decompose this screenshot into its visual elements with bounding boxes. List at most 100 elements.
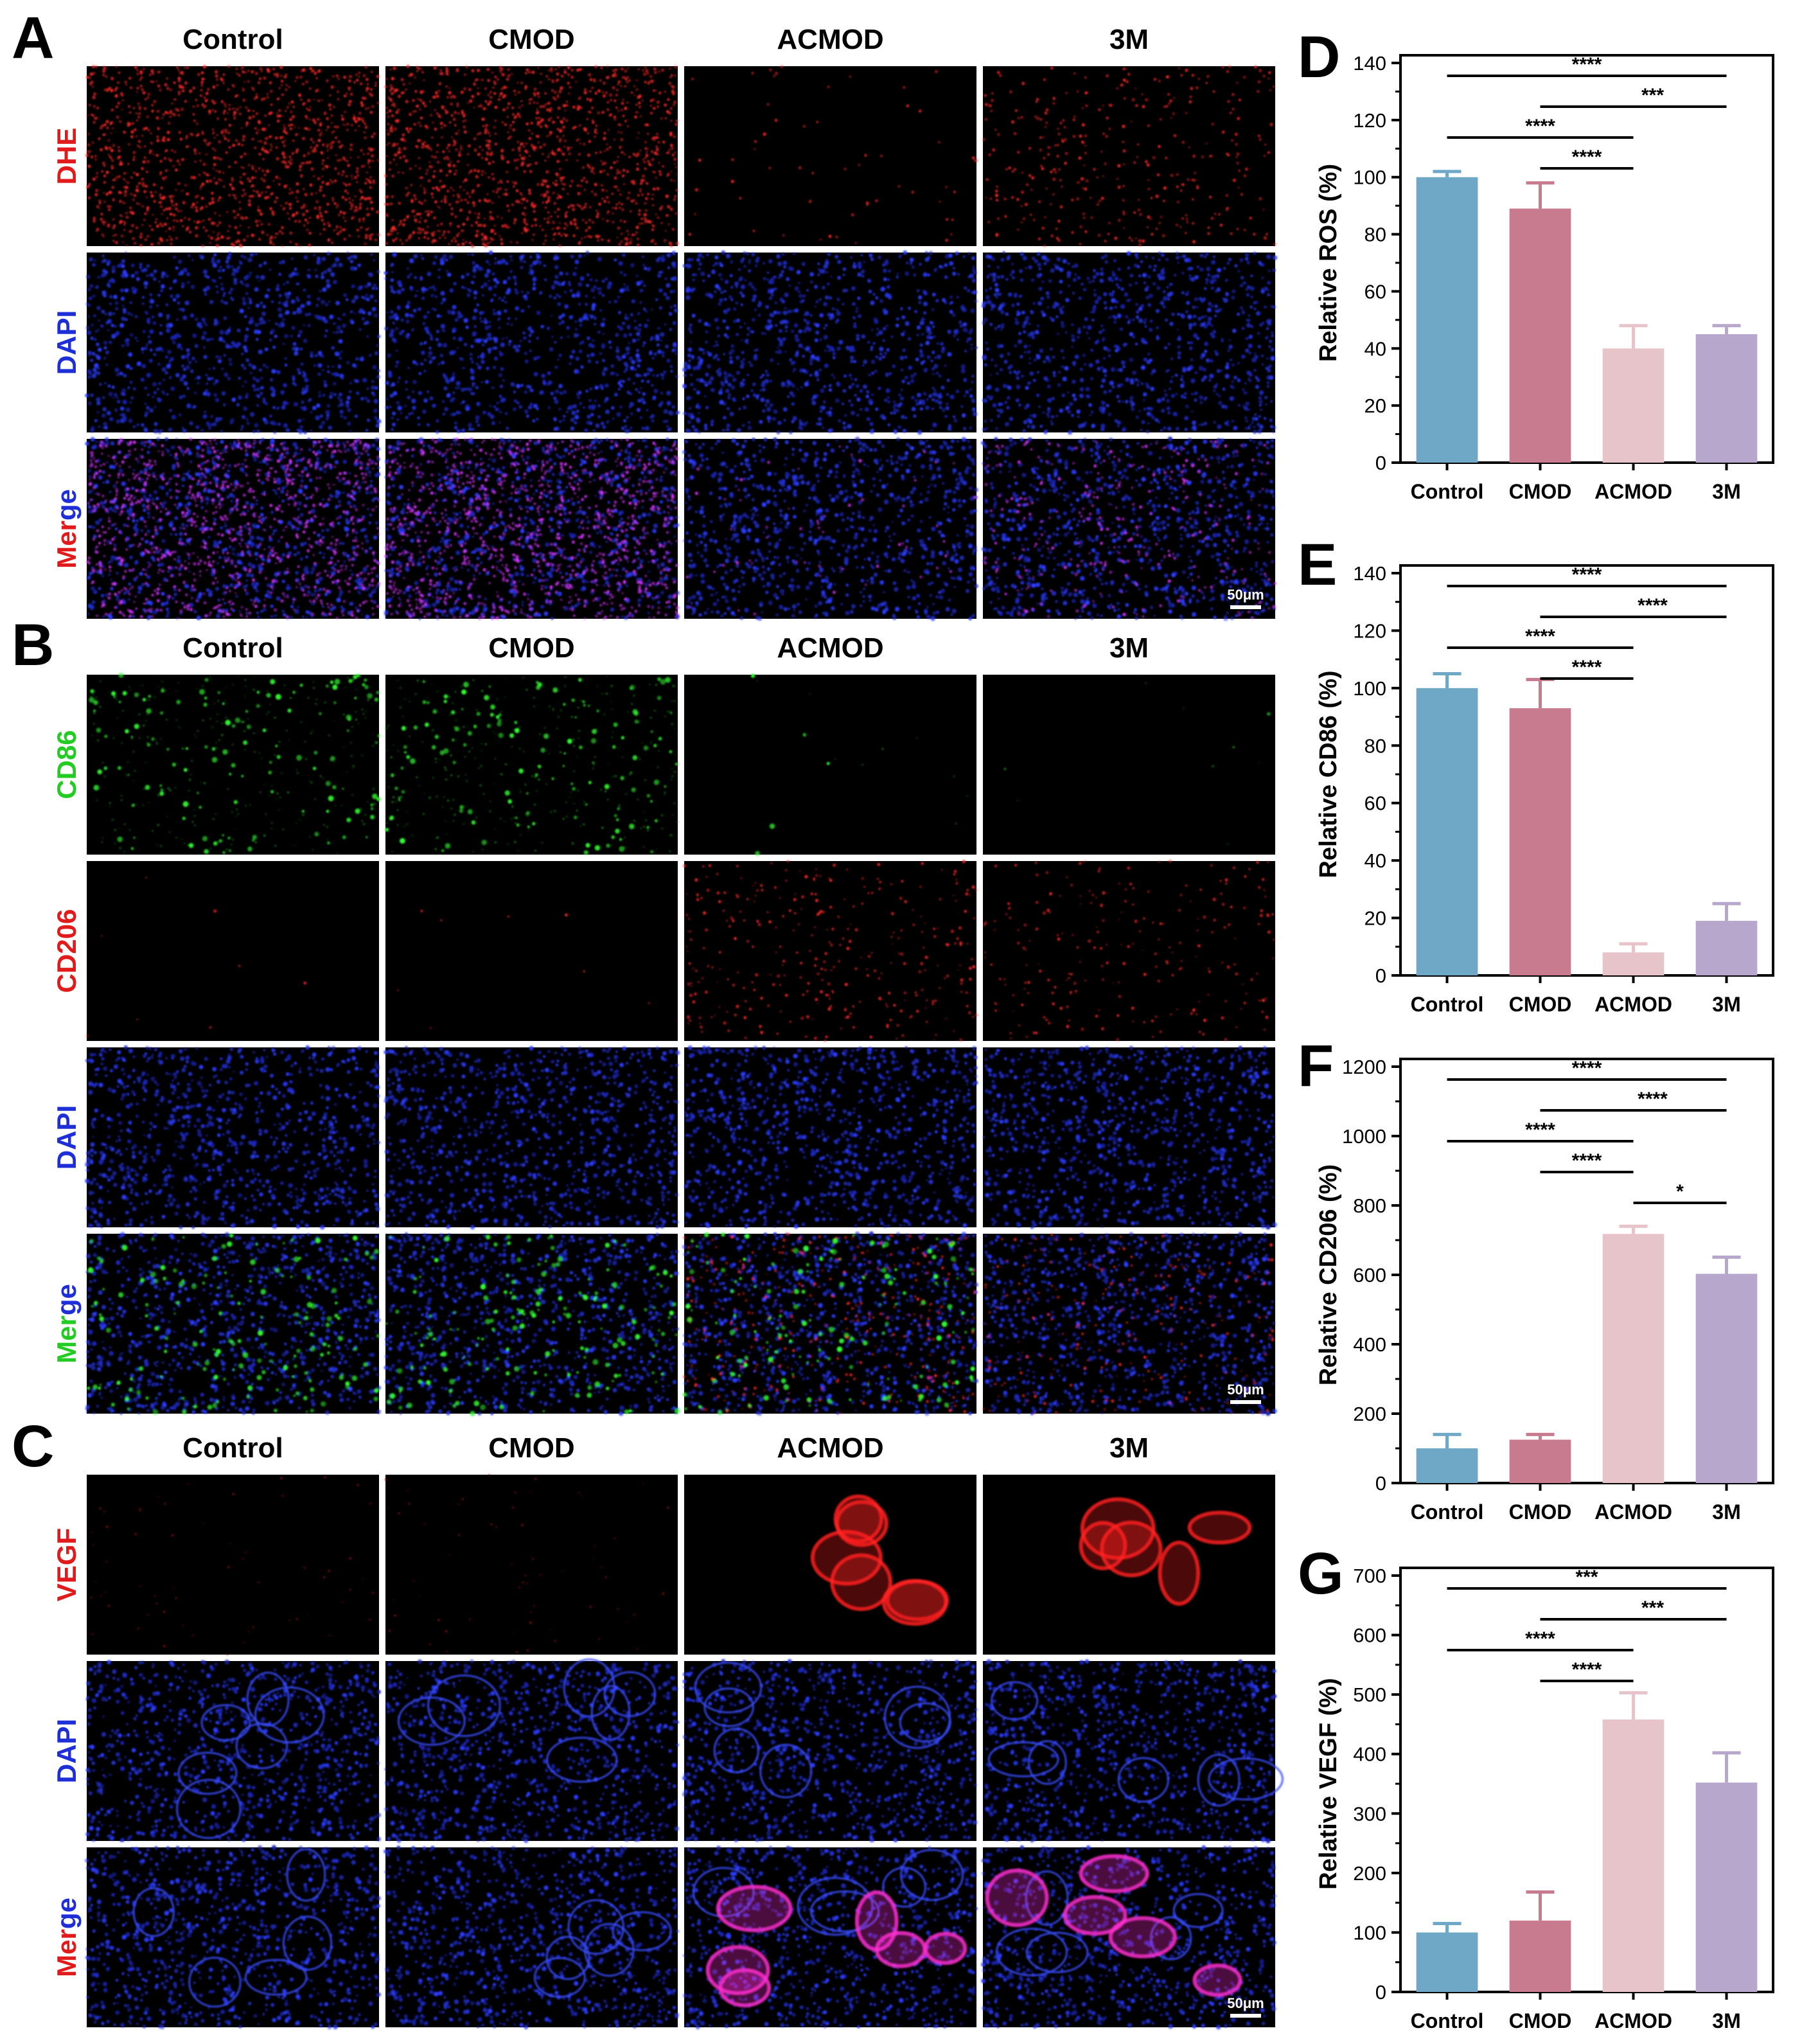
x-tick-label: 3M bbox=[1712, 1500, 1740, 1524]
y-tick-label: 60 bbox=[1365, 280, 1386, 303]
micrograph-tile bbox=[684, 65, 978, 246]
micrograph-tile bbox=[682, 436, 979, 621]
x-tick-label: 3M bbox=[1712, 2009, 1740, 2032]
y-tick-label: 80 bbox=[1365, 224, 1386, 246]
plot-frame bbox=[1399, 564, 1774, 977]
row-label: DHE bbox=[51, 128, 82, 185]
significance-label: **** bbox=[1525, 1119, 1555, 1141]
micrograph-tile bbox=[384, 1045, 680, 1230]
row-label: DAPI bbox=[51, 1719, 82, 1783]
y-tick-label: 140 bbox=[1353, 52, 1386, 75]
bar bbox=[1602, 1720, 1665, 1992]
column-label: ACMOD bbox=[777, 632, 883, 664]
row-label: Merge bbox=[51, 1897, 82, 1977]
y-tick-label: 600 bbox=[1353, 1624, 1386, 1647]
bar bbox=[1695, 921, 1758, 975]
plot-frame bbox=[1399, 1058, 1774, 1484]
y-tick-label: 200 bbox=[1353, 1403, 1386, 1425]
bar bbox=[1602, 1234, 1665, 1483]
scale-bar-label: 50μm bbox=[1227, 1382, 1264, 1398]
x-tick-label: CMOD bbox=[1509, 1500, 1572, 1524]
bar bbox=[1416, 688, 1478, 975]
y-tick-label: 400 bbox=[1353, 1743, 1386, 1766]
bar bbox=[1695, 1274, 1758, 1483]
chart-g: G 0 100 200 300 400 500 600 700 Relative VEGF (%)… bbox=[1298, 1541, 1774, 2032]
significance-label: **** bbox=[1572, 1659, 1602, 1680]
micrograph-tile bbox=[981, 1845, 1276, 2030]
micrograph-tile bbox=[384, 437, 680, 621]
panel-letter-c: C bbox=[12, 1414, 54, 1479]
y-tick-label: 500 bbox=[1353, 1684, 1386, 1706]
bar-charts: D 0 20 40 60 80 100 120 140 Relative ROS (%) Contr… bbox=[1298, 24, 1774, 2032]
micrograph-tile bbox=[85, 1232, 382, 1416]
row-label: Merge bbox=[51, 1284, 82, 1364]
significance-label: **** bbox=[1638, 1089, 1668, 1110]
column-label: CMOD bbox=[488, 24, 574, 55]
y-tick-label: 800 bbox=[1353, 1195, 1386, 1217]
significance-label: * bbox=[1676, 1181, 1684, 1202]
y-tick-label: 400 bbox=[1353, 1333, 1386, 1356]
chart-e: E 0 20 40 60 80 100 120 140 Relative CD86 (%) Cont… bbox=[1298, 532, 1774, 1016]
significance-label: **** bbox=[1525, 1628, 1555, 1649]
chart-d: D 0 20 40 60 80 100 120 140 Relative ROS (%) Contr… bbox=[1298, 24, 1774, 503]
bar bbox=[1416, 1448, 1478, 1483]
bar bbox=[1509, 208, 1571, 463]
scale-bar-label: 50μm bbox=[1227, 587, 1264, 603]
micrograph-tile bbox=[85, 861, 379, 1041]
micrograph-tile bbox=[385, 861, 678, 1041]
micrograph-tile bbox=[983, 1475, 1275, 1655]
panel-letter-f: F bbox=[1298, 1033, 1334, 1099]
significance-label: **** bbox=[1572, 147, 1602, 168]
micrograph-tile bbox=[983, 1659, 1284, 1844]
x-tick-label: Control bbox=[1411, 480, 1484, 503]
image-panel-a: A Control CMOD ACMOD 3M DHE DAPI Merge 50μm bbox=[12, 5, 1278, 621]
row-label: Merge bbox=[51, 489, 82, 569]
significance-label: **** bbox=[1572, 657, 1602, 678]
column-label: 3M bbox=[1109, 24, 1149, 55]
micrograph-tile bbox=[384, 1473, 678, 1655]
y-tick-label: 0 bbox=[1375, 1981, 1386, 2004]
micrograph-tile bbox=[682, 1845, 978, 2030]
micrograph-tile bbox=[682, 1231, 979, 1416]
significance-label: *** bbox=[1641, 1597, 1664, 1619]
y-tick-label: 120 bbox=[1353, 109, 1386, 132]
x-tick-label: 3M bbox=[1712, 480, 1740, 503]
column-label: Control bbox=[182, 1432, 283, 1464]
image-panel-c: C Control CMOD ACMOD 3M VEGF DAPI Merge 50μm bbox=[12, 1414, 1284, 2030]
y-tick-label: 100 bbox=[1353, 166, 1386, 189]
y-tick-label: 0 bbox=[1375, 452, 1386, 474]
y-tick-label: 120 bbox=[1353, 619, 1386, 642]
micrograph-tile bbox=[981, 436, 1277, 621]
significance-label: *** bbox=[1575, 1567, 1598, 1588]
y-tick-label: 140 bbox=[1353, 562, 1386, 585]
micrograph-tile bbox=[85, 1045, 380, 1230]
y-tick-label: 1000 bbox=[1342, 1125, 1386, 1148]
bar bbox=[1695, 1782, 1758, 1992]
x-tick-label: 3M bbox=[1712, 993, 1740, 1016]
micrograph-tile bbox=[684, 1045, 978, 1229]
x-tick-label: Control bbox=[1411, 1500, 1484, 1524]
bar bbox=[1602, 952, 1665, 975]
micrograph-panels: A Control CMOD ACMOD 3M DHE DAPI Merge 50μm B Cont… bbox=[12, 5, 1284, 2030]
micrograph-tile bbox=[384, 64, 679, 248]
significance-label: **** bbox=[1572, 54, 1602, 75]
micrograph-tile bbox=[85, 65, 381, 247]
row-label: VEGF bbox=[51, 1528, 82, 1601]
row-label: CD86 bbox=[51, 730, 82, 799]
column-label: ACMOD bbox=[777, 24, 883, 55]
micrograph-tile bbox=[682, 250, 978, 435]
micrograph-tile bbox=[982, 65, 1276, 247]
panel-letter-b: B bbox=[12, 612, 54, 678]
panel-letter-d: D bbox=[1298, 24, 1340, 90]
plot-frame bbox=[1399, 54, 1774, 464]
y-tick-label: 600 bbox=[1353, 1264, 1386, 1286]
y-tick-label: 80 bbox=[1365, 734, 1386, 757]
y-tick-label: 40 bbox=[1365, 337, 1386, 360]
micrograph-tile bbox=[87, 672, 381, 855]
panel-letter-e: E bbox=[1298, 532, 1337, 598]
y-tick-label: 0 bbox=[1375, 1472, 1386, 1495]
y-tick-label: 100 bbox=[1353, 677, 1386, 700]
x-tick-label: CMOD bbox=[1509, 2009, 1572, 2032]
y-tick-label: 40 bbox=[1365, 849, 1386, 872]
